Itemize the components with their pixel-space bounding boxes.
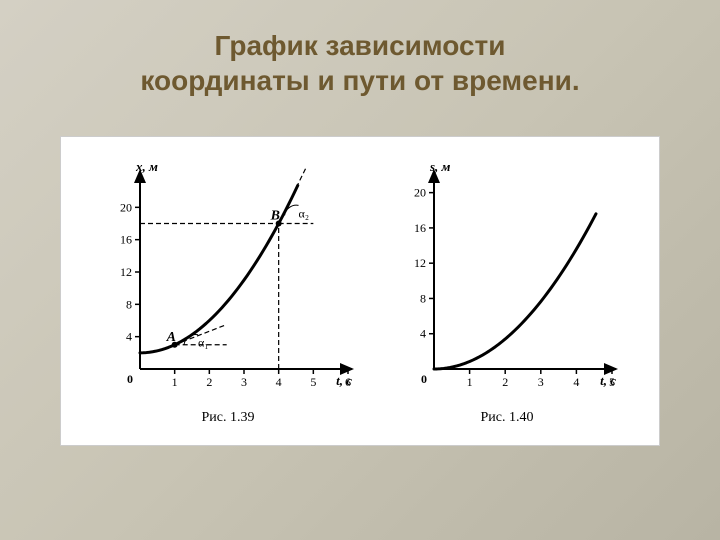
svg-text:2: 2: [502, 375, 508, 389]
chart-1-svg: x, мt, с012345648121620ABα₁α₂: [98, 157, 358, 397]
svg-text:4: 4: [420, 326, 426, 340]
chart-1: x, мt, с012345648121620ABα₁α₂ Рис. 1.39: [98, 157, 358, 426]
svg-text:1: 1: [467, 375, 473, 389]
svg-text:8: 8: [126, 297, 132, 311]
svg-text:6: 6: [345, 375, 351, 389]
svg-text:α₁: α₁: [198, 335, 208, 349]
svg-text:4: 4: [276, 375, 282, 389]
svg-text:16: 16: [120, 232, 132, 246]
title-line-1: График зависимости: [215, 30, 506, 61]
svg-text:0: 0: [421, 372, 427, 386]
svg-text:3: 3: [241, 375, 247, 389]
title-line-2: координаты и пути от времени.: [140, 65, 579, 96]
svg-text:4: 4: [573, 375, 579, 389]
svg-text:5: 5: [310, 375, 316, 389]
chart-1-caption: Рис. 1.39: [98, 410, 358, 426]
svg-text:x, м: x, м: [135, 159, 158, 174]
svg-text:0: 0: [127, 372, 133, 386]
chart-2: s, мt, с01234548121620 Рис. 1.40: [392, 157, 622, 426]
svg-text:2: 2: [206, 375, 212, 389]
svg-text:12: 12: [414, 256, 426, 270]
chart-2-svg: s, мt, с01234548121620: [392, 157, 622, 397]
svg-text:B: B: [270, 208, 280, 223]
svg-text:12: 12: [120, 265, 132, 279]
svg-text:3: 3: [538, 375, 544, 389]
svg-text:20: 20: [414, 185, 426, 199]
slide-title: График зависимости координаты и пути от …: [0, 0, 720, 118]
chart-2-caption: Рис. 1.40: [392, 410, 622, 426]
svg-text:α₂: α₂: [299, 206, 309, 220]
svg-text:4: 4: [126, 329, 132, 343]
charts-panel: x, мt, с012345648121620ABα₁α₂ Рис. 1.39 …: [60, 136, 660, 446]
svg-text:s, м: s, м: [429, 159, 451, 174]
svg-text:5: 5: [609, 375, 615, 389]
svg-text:1: 1: [172, 375, 178, 389]
svg-text:20: 20: [120, 200, 132, 214]
svg-text:A: A: [166, 329, 176, 344]
svg-text:8: 8: [420, 291, 426, 305]
svg-text:16: 16: [414, 220, 426, 234]
